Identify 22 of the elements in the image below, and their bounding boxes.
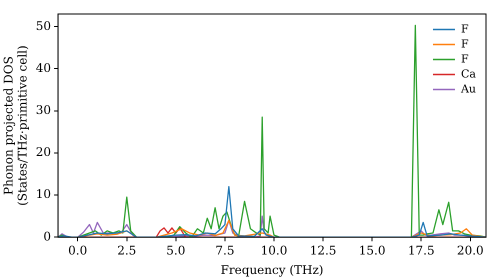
x-tick-label: 20.0	[456, 244, 484, 258]
y-tick-label: 30	[36, 102, 52, 117]
y-tick-label: 40	[36, 60, 52, 75]
x-tick-label: 12.5	[310, 244, 336, 258]
legend-label: F	[460, 37, 469, 50]
y-axis-title: Phonon projected DOS (States/THz·primitive cell)	[1, 45, 30, 206]
y-tick-label: 10	[36, 187, 52, 202]
legend-label: Ca	[460, 67, 476, 80]
x-tick-label: 17.5	[408, 244, 435, 258]
x-tick-label: 10.0	[260, 244, 288, 258]
y-tick-label: 50	[36, 18, 52, 33]
x-tick-label: 2.5	[117, 244, 136, 258]
legend-label: F	[460, 22, 469, 36]
x-tick-label: 7.5	[215, 244, 234, 258]
x-tick-label: 0.0	[68, 244, 88, 258]
x-axis-title: Frequency (THz)	[220, 262, 324, 277]
x-tick-label: 15.0	[358, 244, 386, 258]
y-tick-label: 0	[43, 229, 52, 244]
y-tick-label: 20	[36, 145, 52, 160]
legend-label: F	[460, 52, 469, 66]
x-tick-label: 5.0	[166, 244, 186, 258]
legend-label: Au	[460, 82, 476, 96]
